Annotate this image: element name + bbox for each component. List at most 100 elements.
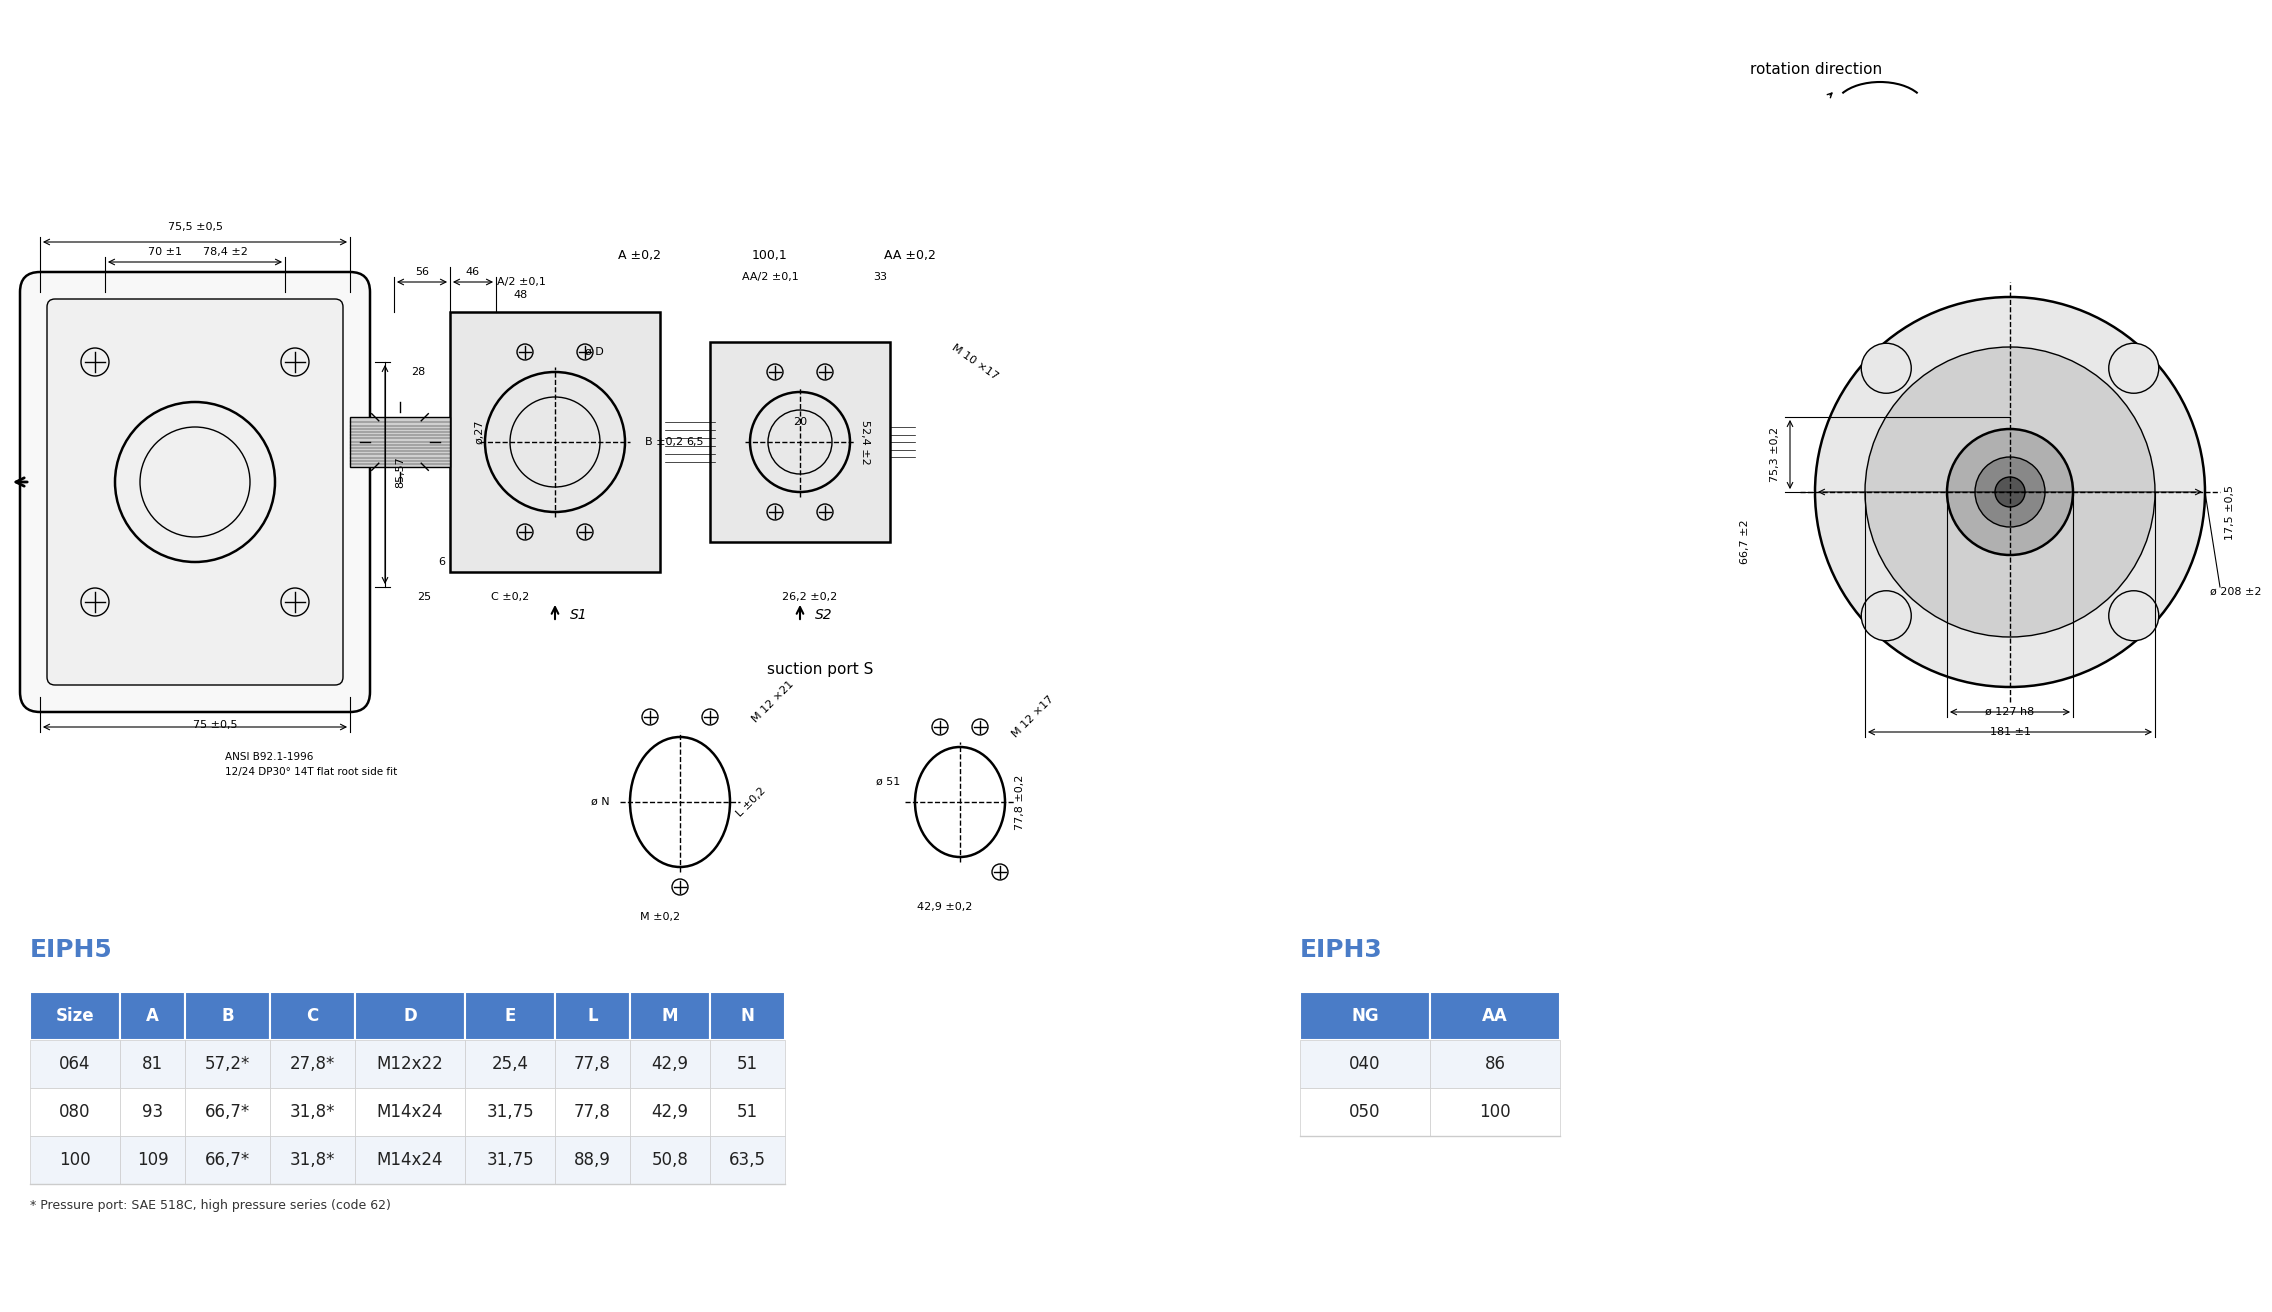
Text: C: C [307, 1008, 318, 1025]
Bar [466, 992, 554, 1040]
Bar [554, 1040, 629, 1088]
Text: M 12 ×17: M 12 ×17 [1011, 694, 1056, 740]
Text: 57,2*: 57,2* [204, 1055, 250, 1073]
Text: ø 127 h8: ø 127 h8 [1986, 707, 2036, 716]
Text: 77,8 ±0,2: 77,8 ±0,2 [1016, 774, 1025, 829]
Bar [1300, 992, 1429, 1040]
Text: * Pressure port: SAE 518C, high pressure series (code 62): * Pressure port: SAE 518C, high pressure… [30, 1199, 391, 1212]
Bar [466, 1040, 554, 1088]
Bar [30, 992, 120, 1040]
Text: ø D: ø D [584, 346, 604, 357]
Bar [184, 1088, 270, 1136]
Text: M: M [661, 1008, 679, 1025]
Circle shape [1861, 344, 1911, 394]
Text: A: A [145, 1008, 159, 1025]
Text: 48: 48 [513, 290, 527, 300]
Text: 28: 28 [411, 367, 425, 377]
Bar [120, 1088, 184, 1136]
Bar [270, 1136, 354, 1183]
Text: 51: 51 [736, 1103, 759, 1120]
Text: 080: 080 [59, 1103, 91, 1120]
Bar [709, 1088, 786, 1136]
Text: AA/2 ±0,1: AA/2 ±0,1 [741, 272, 797, 282]
Text: suction port S: suction port S [768, 663, 872, 677]
Text: 51: 51 [736, 1055, 759, 1073]
Polygon shape [450, 312, 659, 572]
Text: rotation direction: rotation direction [1749, 62, 1881, 77]
Text: 100: 100 [59, 1151, 91, 1169]
Text: 31,8*: 31,8* [291, 1151, 336, 1169]
Text: M 12 ×21: M 12 ×21 [750, 680, 795, 724]
Bar [120, 1136, 184, 1183]
Text: 25: 25 [418, 592, 432, 602]
Bar [466, 1136, 554, 1183]
Text: 50,8: 50,8 [652, 1151, 688, 1169]
Text: 52,4 ±2: 52,4 ±2 [861, 420, 870, 464]
Text: N: N [741, 1008, 754, 1025]
Bar [629, 1136, 709, 1183]
Bar [354, 1040, 466, 1088]
Text: S2: S2 [816, 607, 832, 622]
Text: 31,75: 31,75 [486, 1103, 534, 1120]
Text: EIPH5: EIPH5 [30, 938, 114, 962]
Text: 33: 33 [872, 272, 886, 282]
Bar [354, 992, 466, 1040]
Text: ANSI B92.1-1996: ANSI B92.1-1996 [225, 752, 314, 762]
Circle shape [1815, 297, 2206, 687]
Circle shape [2108, 590, 2158, 640]
Circle shape [1995, 478, 2024, 506]
Text: 66,7 ±2: 66,7 ±2 [1740, 520, 1749, 564]
Text: B: B [220, 1008, 234, 1025]
Text: 25,4: 25,4 [491, 1055, 529, 1073]
Text: 66,7*: 66,7* [204, 1103, 250, 1120]
Text: 56: 56 [416, 268, 429, 277]
Text: ø N: ø N [591, 796, 609, 807]
Text: S1: S1 [570, 607, 588, 622]
Circle shape [2108, 344, 2158, 394]
Text: L: L [586, 1008, 598, 1025]
Bar [1429, 992, 1561, 1040]
Text: 63,5: 63,5 [729, 1151, 766, 1169]
Bar [709, 992, 786, 1040]
Text: 6: 6 [438, 558, 445, 567]
Text: 050: 050 [1350, 1103, 1381, 1120]
Bar [554, 1088, 629, 1136]
FancyBboxPatch shape [48, 299, 343, 685]
Circle shape [1861, 590, 1911, 640]
Bar [120, 992, 184, 1040]
Bar [270, 1088, 354, 1136]
Polygon shape [350, 417, 450, 467]
Text: 66,7*: 66,7* [204, 1151, 250, 1169]
Text: EIPH3: EIPH3 [1300, 938, 1384, 962]
Text: 20: 20 [793, 417, 807, 426]
Bar [270, 992, 354, 1040]
Text: 81: 81 [141, 1055, 164, 1073]
Text: 31,75: 31,75 [486, 1151, 534, 1169]
Bar [466, 1088, 554, 1136]
Text: 040: 040 [1350, 1055, 1381, 1073]
Bar [184, 1136, 270, 1183]
Text: 064: 064 [59, 1055, 91, 1073]
Text: 27,8*: 27,8* [291, 1055, 336, 1073]
Bar [1300, 1040, 1429, 1088]
Text: 75 ±0,5: 75 ±0,5 [193, 720, 236, 729]
Text: D: D [402, 1008, 416, 1025]
Bar [554, 992, 629, 1040]
Bar [709, 1040, 786, 1088]
Text: M14x24: M14x24 [377, 1103, 443, 1120]
Text: M14x24: M14x24 [377, 1151, 443, 1169]
Bar [629, 1040, 709, 1088]
Circle shape [1947, 429, 2072, 555]
Text: 6,5: 6,5 [686, 437, 704, 447]
Text: 77,8: 77,8 [575, 1055, 611, 1073]
Text: 88,9: 88,9 [575, 1151, 611, 1169]
Bar [30, 1136, 120, 1183]
Text: 42,9: 42,9 [652, 1103, 688, 1120]
Text: C ±0,2: C ±0,2 [491, 592, 529, 602]
Bar [354, 1088, 466, 1136]
Text: NG: NG [1352, 1008, 1379, 1025]
Text: 12/24 DP30° 14T flat root side fit: 12/24 DP30° 14T flat root side fit [225, 768, 398, 777]
Text: M ±0,2: M ±0,2 [641, 912, 679, 922]
Text: 93: 93 [141, 1103, 164, 1120]
Text: 46: 46 [466, 268, 479, 277]
